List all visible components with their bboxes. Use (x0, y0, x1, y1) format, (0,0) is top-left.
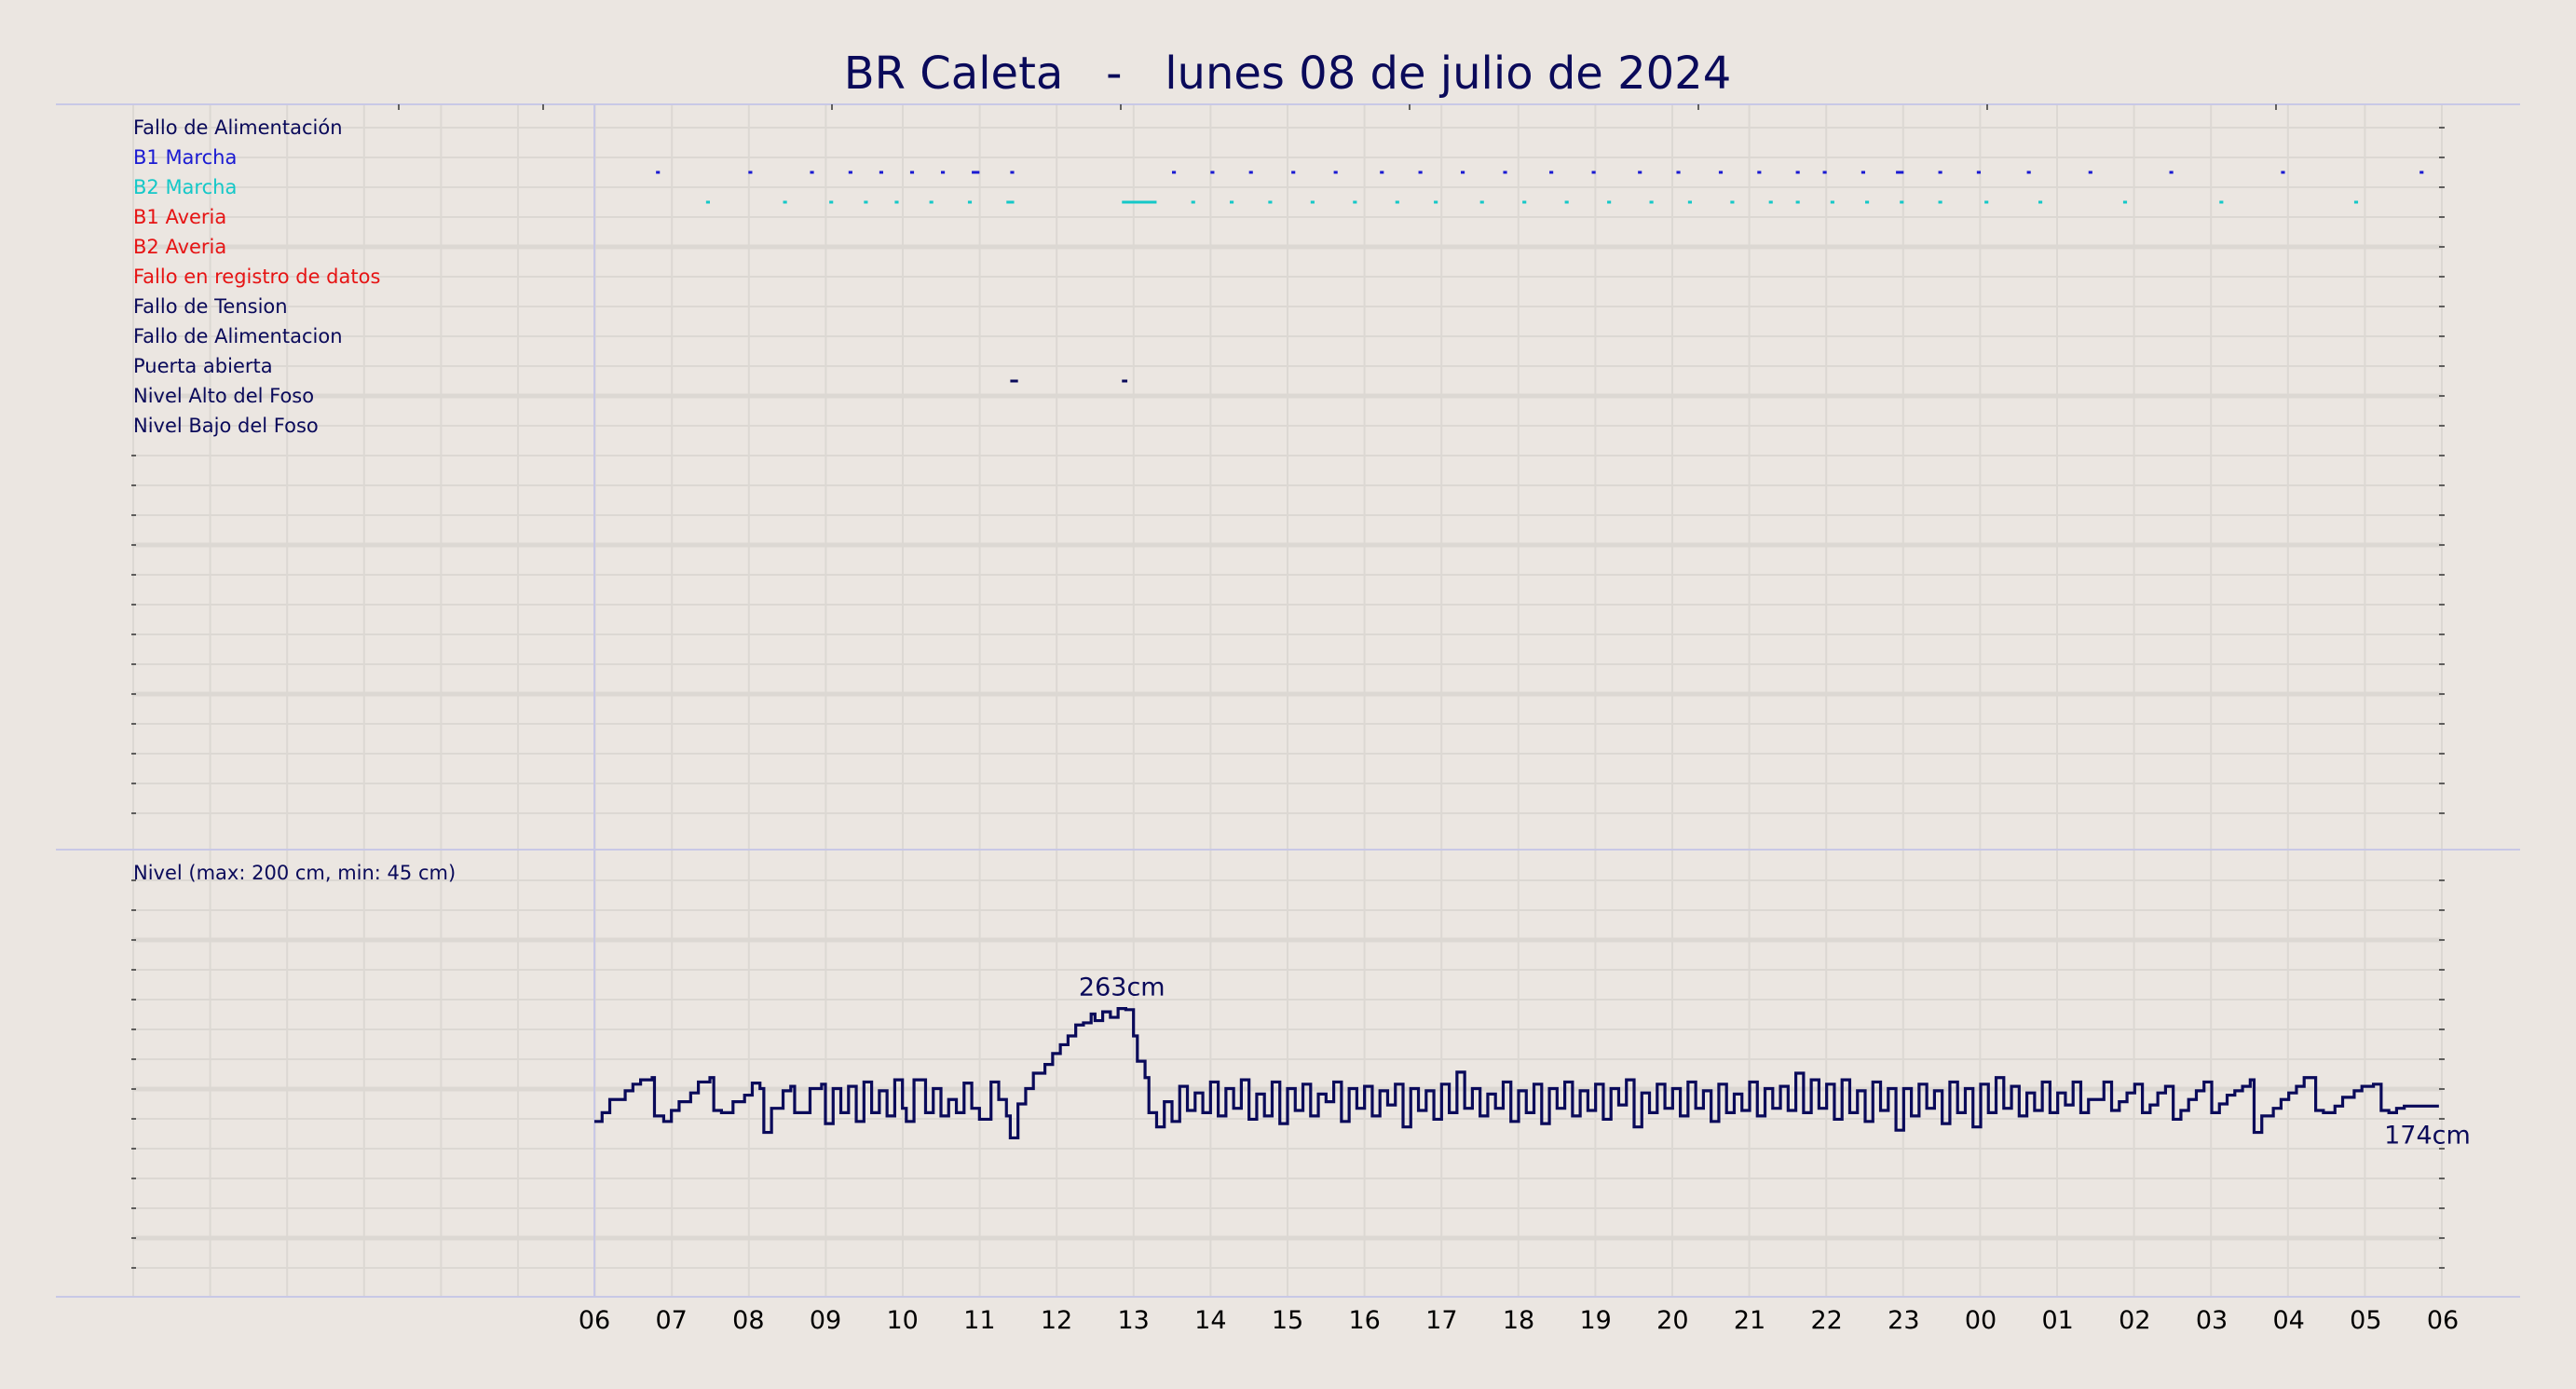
level-panel-title: Nivel (max: 200 cm, min: 45 cm) (133, 862, 456, 884)
level-series-line (594, 1007, 2439, 1140)
signal-label: Fallo de Alimentación (133, 116, 343, 139)
x-tick-label: 02 (2119, 1306, 2150, 1335)
x-tick-label: 22 (1810, 1306, 1842, 1335)
x-tick-label: 20 (1656, 1306, 1688, 1335)
signal-label: Puerta abierta (133, 355, 273, 377)
signal-label: B1 Marcha (133, 146, 237, 169)
x-tick-label: 18 (1503, 1306, 1534, 1335)
frame-layer (56, 103, 2520, 1298)
signal-label: Fallo en registro de datos (133, 266, 380, 288)
x-tick-label: 16 (1348, 1306, 1380, 1335)
x-tick-label: 14 (1194, 1306, 1226, 1335)
x-tick-label: 23 (1888, 1306, 1919, 1335)
signal-labels: Fallo de Alimentación B1 Marcha B2 Marcha B… (133, 116, 380, 437)
x-tick-label: 05 (2350, 1306, 2381, 1335)
data-label: 263cm (1079, 974, 1165, 1002)
x-tick-label: 06 (579, 1306, 610, 1335)
x-tick-label: 01 (2041, 1306, 2073, 1335)
x-tick-label: 15 (1272, 1306, 1303, 1335)
x-tick-label: 08 (732, 1306, 764, 1335)
x-tick-label: 09 (810, 1306, 841, 1335)
x-tick-label: 10 (886, 1306, 918, 1335)
signal-label: Nivel Alto del Foso (133, 385, 314, 407)
events-layer (656, 170, 2424, 383)
x-tick-label: 03 (2196, 1306, 2228, 1335)
x-tick-label: 21 (1734, 1306, 1765, 1335)
x-tick-label: 12 (1041, 1306, 1072, 1335)
x-tick-label: 11 (963, 1306, 995, 1335)
x-axis: 06 07 08 09 10 11 12 13 14 15 16 17 18 19 20 21 22 23 00 01… (579, 1306, 2459, 1335)
signal-label: B2 Averia (133, 236, 226, 258)
x-tick-label: 07 (655, 1306, 687, 1335)
signal-label: Fallo de Alimentacion (133, 325, 343, 347)
signal-label: Nivel Bajo del Foso (133, 415, 319, 437)
level-layer: 263cm 174cm (594, 974, 2471, 1150)
signal-label: B2 Marcha (133, 176, 237, 198)
x-tick-label: 00 (1965, 1306, 1997, 1335)
data-label: 174cm (2384, 1121, 2471, 1150)
x-tick-label: 04 (2272, 1306, 2304, 1335)
chart-title: BR Caleta - lunes 08 de julio de 2024 (844, 48, 1731, 100)
x-tick-label: 06 (2427, 1306, 2459, 1335)
x-tick-label: 17 (1425, 1306, 1457, 1335)
signal-label: Fallo de Tension (133, 295, 288, 318)
signal-label: B1 Averia (133, 206, 226, 228)
x-tick-label: 13 (1117, 1306, 1149, 1335)
x-tick-label: 19 (1579, 1306, 1611, 1335)
